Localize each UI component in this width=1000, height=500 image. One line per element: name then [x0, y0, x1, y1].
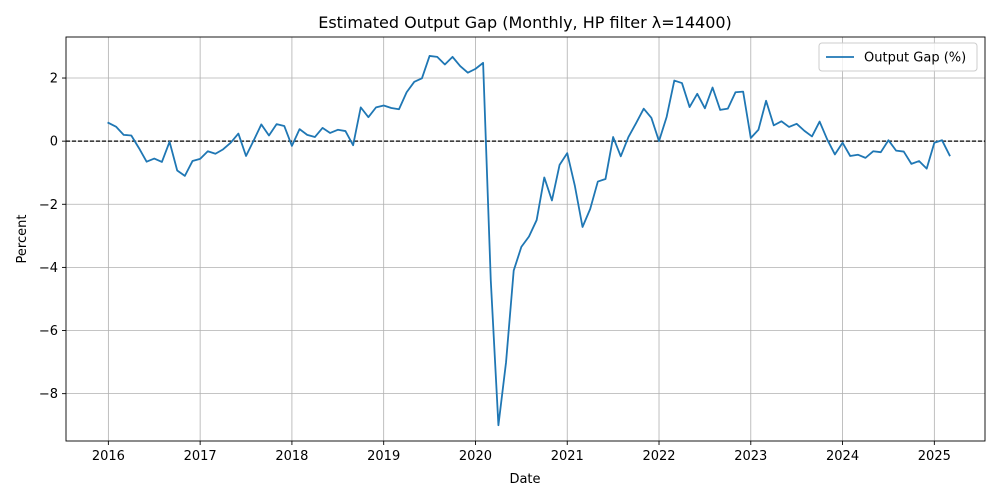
x-tick-label: 2017 [184, 449, 217, 464]
y-tick-label: −8 [39, 387, 58, 402]
chart-title: Estimated Output Gap (Monthly, HP filter… [318, 13, 732, 32]
x-axis-ticks: 2016 2017 2018 2019 2020 2021 2022 2023 2024 2025 [92, 441, 951, 464]
y-tick-label: −4 [39, 261, 58, 276]
plot-area-frame [65, 36, 986, 442]
y-tick-label: 0 [50, 135, 58, 150]
x-tick-label: 2021 [551, 449, 584, 464]
y-tick-label: −6 [39, 324, 58, 339]
x-tick-label: 2020 [459, 449, 492, 464]
x-tick-label: 2024 [826, 449, 859, 464]
x-tick-label: 2016 [92, 449, 125, 464]
series-line-output-gap [107, 55, 951, 427]
y-tick-label: −2 [39, 198, 58, 213]
legend: Output Gap (%) [818, 42, 978, 72]
y-axis-title: Percent [15, 215, 30, 264]
legend-box [818, 42, 978, 72]
x-tick-label: 2025 [918, 449, 951, 464]
x-tick-label: 2022 [642, 449, 675, 464]
x-tick-label: 2023 [734, 449, 767, 464]
x-tick-label: 2019 [367, 449, 400, 464]
y-axis-ticks: 2 0 −2 −4 −6 −8 [39, 72, 66, 402]
x-axis-title: Date [509, 472, 540, 487]
y-tick-label: 2 [50, 72, 58, 87]
x-tick-label: 2018 [275, 449, 308, 464]
legend-label-output-gap: Output Gap (%) [864, 51, 966, 66]
